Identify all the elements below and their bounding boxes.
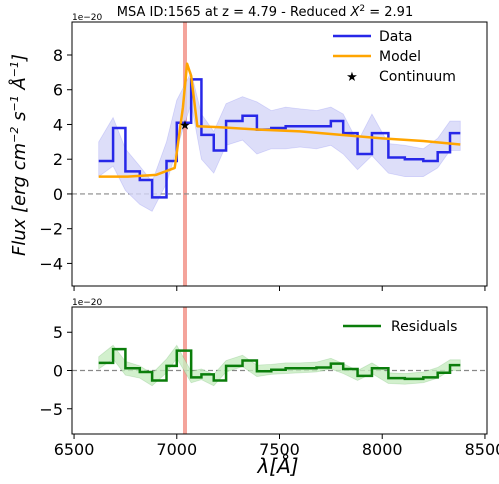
top-ytick-label: 2 [53,150,63,169]
top-ytick-label: −4 [39,254,63,273]
bottom-xtick-label: 6500 [54,440,95,459]
legend-data-label: Data [379,29,412,45]
top-ytick-label: 4 [53,115,63,134]
legend-continuum-label: Continuum [379,69,456,85]
residuals-legend: Residuals [343,319,457,335]
bottom-xtick-label: 7500 [259,440,300,459]
legend-model-label: Model [379,49,421,65]
bottom-xtick-label: 7000 [156,440,197,459]
bottom-ytick-label: −5 [39,400,63,419]
flux-plot-area: ★ [72,22,487,286]
top-model-line [98,62,461,178]
residuals-plot-area [72,307,487,434]
flux-legend: Data Model ★ Continuum [333,29,456,85]
top-continuum-star-marker: ★ [179,118,191,133]
bottom-ytick-label: 0 [53,362,63,381]
flux-panel: 1e−20 ★ Data Model ★ Continuum Flux [erg… [8,13,488,287]
top-ytick-label: 6 [53,81,63,100]
residuals-panel: 1e−20 Residuals λ[Å] [71,298,488,478]
flux-axis-label: Flux [erg cm−2 s−1 Å−1] [8,54,30,256]
bottom-residuals-step-line [98,347,461,382]
top-data-error-band [98,71,461,212]
top-ytick-label: −2 [39,220,63,239]
wavelength-axis-label: λ[Å] [256,454,298,478]
bottom-xtick-label: 8000 [362,440,403,459]
bottom-offset-text: 1e−20 [72,298,103,308]
bottom-ytick-label: 5 [53,323,63,342]
top-ytick-label: 0 [53,185,63,204]
bottom-xtick-label: 8500 [465,440,499,459]
legend-continuum-star-icon: ★ [346,70,358,85]
top-ytick-label: 8 [53,46,63,65]
chart-title: MSA ID:1565 at z = 4.79 - Reduced X2 = 2… [117,4,413,20]
top-offset-text: 1e−20 [72,13,103,23]
legend-residuals-label: Residuals [391,319,457,335]
